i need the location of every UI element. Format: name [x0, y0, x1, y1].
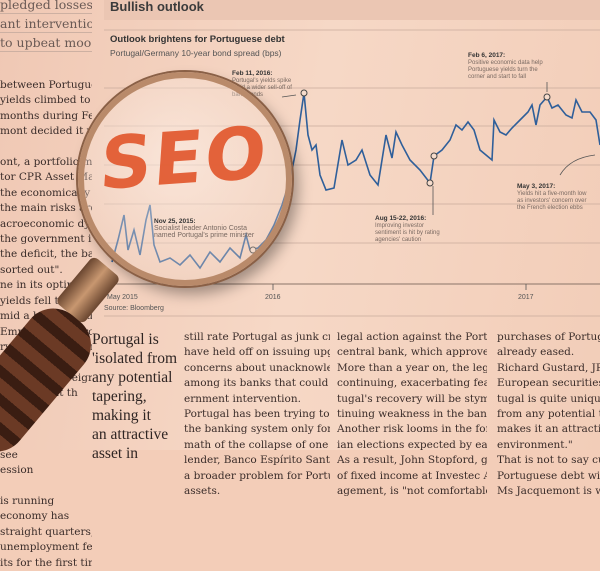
- article-line: mont decided it was time: [0, 125, 92, 138]
- article-column-3: purchases of Portuguese already eased. Ri…: [497, 330, 600, 499]
- section-title: Bullish outlook: [110, 0, 204, 14]
- leader-arrow: [559, 154, 596, 176]
- article-line: sorted out".: [0, 263, 63, 276]
- pull-quote-line: any potential: [92, 369, 173, 386]
- article-line: the economically fra: [0, 186, 92, 199]
- pull-quote-line: 'isolated from: [92, 350, 178, 367]
- article-column-2: legal action against the Portuguese centr…: [337, 330, 487, 499]
- article-line: is running: [0, 494, 55, 507]
- article-line: tinuing weakness in the banking sector.: [337, 408, 487, 421]
- article-line: the government is: [0, 233, 92, 246]
- article-line: As a result, John Stopford, global head: [337, 454, 487, 467]
- article-line: agement, is "not comfortable with tak-: [337, 485, 487, 498]
- pull-quote: Portugal is 'isolated from any potential ta…: [92, 330, 178, 463]
- marker-aug-2016-low: [426, 179, 434, 187]
- pull-quote-line: Portugal is: [92, 331, 159, 348]
- article-line: have held off on issuing upgrades, citin…: [184, 346, 330, 359]
- article-line: still rate Portugal as junk credit and: [184, 331, 330, 343]
- article-line: ernment intervention.: [184, 392, 301, 405]
- article-line: purchases of Portuguese: [497, 331, 600, 343]
- article-line: ont, a portfolio manag: [0, 156, 92, 169]
- article-line: central bank, which approved the move.: [337, 346, 487, 359]
- marker-feb-2016: [300, 89, 308, 97]
- article-line: the main risks are bel: [0, 202, 92, 215]
- article-line: environment.": [497, 438, 573, 451]
- article-line: legal action against the Portuguese: [337, 331, 487, 343]
- article-line: tugal is quite unique in that: [497, 392, 600, 405]
- article-line: concerns about unacknowledged losses: [184, 361, 330, 374]
- annotation-feb-2017: Feb 6, 2017: Positive economic data help P…: [468, 52, 543, 80]
- article-line: tugal's recovery will be stymied by con-: [337, 392, 487, 405]
- article-line: Portuguese debt will contin: [497, 469, 600, 482]
- article-line: ession: [0, 464, 34, 477]
- article-line: ian elections expected by early 2018.: [337, 438, 487, 451]
- headline-line: to upbeat mood: [0, 35, 92, 52]
- article-line: months during February,: [0, 109, 92, 122]
- article-line: lender, Banco Espírito Santo, to trigger: [184, 454, 330, 467]
- article-line: from any potential taperi: [497, 408, 600, 421]
- section-bar: [104, 0, 600, 20]
- marker-aug-2016-high: [430, 152, 438, 160]
- headline-line: pledged losses that: [0, 0, 92, 14]
- article-line: That is not to say curren: [497, 454, 600, 467]
- article-line: unemployment fell: [0, 541, 92, 554]
- article-line: already eased.: [497, 346, 575, 359]
- article-line: the banking system only for the after-: [184, 423, 330, 436]
- article-line: More than a year on, the legal action is: [337, 361, 487, 374]
- article-line: between Portuguese and: [0, 79, 92, 91]
- article-line: straight quarters,: [0, 525, 92, 538]
- marker-feb-2017: [543, 93, 551, 101]
- chart-subtitle: Portugal/Germany 10-year bond spread (bp…: [110, 48, 282, 58]
- chart-title: Outlook brightens for Portuguese debt: [110, 34, 285, 45]
- pull-quote-line: asset in: [92, 445, 139, 462]
- pull-quote-line: making it: [92, 407, 151, 424]
- article-line: acroeconomic dyna: [0, 217, 92, 230]
- annotation-nov-2015: Nov 25, 2015: Socialist leader Antonio Co…: [154, 218, 255, 239]
- article-column-1: still rate Portugal as junk credit and ha…: [184, 330, 330, 499]
- article-line: [0, 479, 92, 494]
- annotation-may-2017: May 3, 2017: Yields hit a five-month low a…: [517, 183, 587, 211]
- article-line: math of the collapse of one major: [184, 438, 330, 451]
- chart-source: Source: Bloomberg: [104, 305, 164, 312]
- article-line: among its banks that could warrant gov-: [184, 377, 330, 390]
- article-line: a broader problem for Portuguese: [184, 469, 330, 482]
- article-line: its for the first time: [0, 556, 92, 569]
- leader-arrow: [281, 94, 297, 98]
- pull-quote-line: tapering,: [92, 388, 147, 405]
- article-line: Richard Gustard, JPMorg: [497, 361, 600, 374]
- article-line: of fixed income at Investec Asset Man-: [337, 469, 487, 482]
- article-line: the deficit, the bank: [0, 248, 92, 261]
- seo-overlay-text: SEO: [97, 109, 272, 207]
- x-label-2016: 2016: [265, 294, 281, 301]
- headline-line: ant intervention: [0, 16, 92, 33]
- magnifying-glass-lens: Nov 25, 2015: Socialist leader Antonio Co…: [78, 72, 292, 286]
- article-line: continuing, exacerbating fears that Por-: [337, 377, 487, 390]
- article-line: tor CPR Asset Mana: [0, 171, 92, 184]
- article-line: Ms Jacquemont is watc: [497, 485, 600, 498]
- annotation-aug-2016: Aug 15-22, 2016: Improving investor sentim…: [375, 215, 440, 243]
- article-line: European securities trading: [497, 377, 600, 390]
- article-line: economy has: [0, 510, 70, 523]
- x-label-may-2015: May 2015: [107, 294, 138, 301]
- article-line: makes it an attractive asset: [497, 423, 600, 436]
- x-label-2017: 2017: [518, 294, 534, 301]
- pull-quote-line: an attractive: [92, 426, 169, 443]
- article-line: see: [0, 448, 18, 461]
- article-line: yields climbed to its high-: [0, 94, 92, 107]
- article-line: assets.: [184, 485, 221, 498]
- article-line: Portugal has been trying to sort out: [184, 408, 330, 421]
